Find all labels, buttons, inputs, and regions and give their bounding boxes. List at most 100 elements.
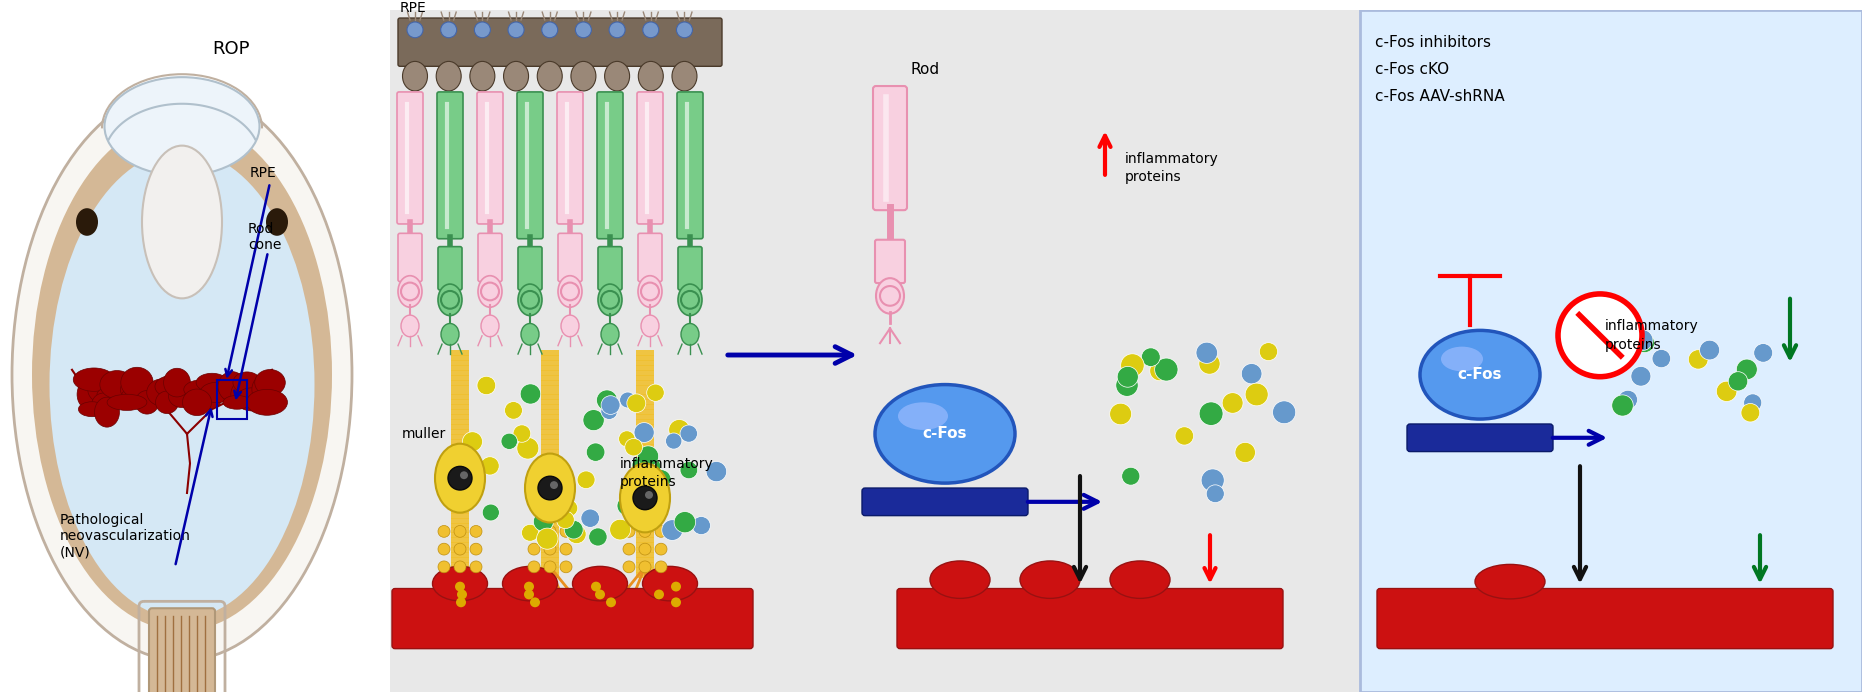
FancyBboxPatch shape bbox=[637, 518, 654, 524]
Circle shape bbox=[655, 543, 667, 555]
Circle shape bbox=[568, 525, 587, 544]
Circle shape bbox=[639, 561, 652, 573]
Circle shape bbox=[587, 443, 605, 462]
Circle shape bbox=[639, 543, 652, 555]
Circle shape bbox=[1201, 469, 1223, 491]
Ellipse shape bbox=[398, 275, 423, 307]
FancyBboxPatch shape bbox=[451, 522, 469, 529]
Circle shape bbox=[454, 543, 466, 555]
FancyBboxPatch shape bbox=[542, 409, 559, 415]
Circle shape bbox=[454, 561, 466, 573]
Text: c-Fos: c-Fos bbox=[1458, 367, 1503, 382]
Circle shape bbox=[1652, 349, 1670, 367]
Circle shape bbox=[501, 433, 518, 449]
Ellipse shape bbox=[78, 402, 106, 417]
Ellipse shape bbox=[121, 367, 153, 398]
Circle shape bbox=[601, 403, 618, 419]
Ellipse shape bbox=[518, 284, 542, 316]
Circle shape bbox=[626, 439, 642, 456]
Circle shape bbox=[1199, 354, 1220, 374]
Circle shape bbox=[1121, 354, 1143, 377]
Ellipse shape bbox=[672, 62, 696, 91]
Circle shape bbox=[469, 525, 482, 537]
Circle shape bbox=[633, 486, 657, 510]
Circle shape bbox=[480, 457, 499, 475]
Circle shape bbox=[505, 401, 523, 419]
FancyBboxPatch shape bbox=[542, 424, 559, 430]
FancyBboxPatch shape bbox=[542, 488, 559, 494]
FancyBboxPatch shape bbox=[451, 503, 469, 509]
FancyBboxPatch shape bbox=[451, 453, 469, 459]
FancyBboxPatch shape bbox=[637, 390, 654, 395]
Ellipse shape bbox=[182, 389, 212, 416]
Ellipse shape bbox=[503, 566, 557, 601]
FancyBboxPatch shape bbox=[637, 508, 654, 513]
FancyBboxPatch shape bbox=[637, 572, 654, 578]
FancyBboxPatch shape bbox=[542, 448, 559, 455]
Ellipse shape bbox=[156, 391, 179, 414]
FancyBboxPatch shape bbox=[451, 350, 469, 356]
Circle shape bbox=[508, 22, 523, 38]
FancyBboxPatch shape bbox=[637, 567, 654, 573]
FancyBboxPatch shape bbox=[518, 92, 544, 239]
FancyBboxPatch shape bbox=[149, 608, 214, 692]
Ellipse shape bbox=[1421, 330, 1540, 419]
Ellipse shape bbox=[142, 145, 222, 298]
FancyBboxPatch shape bbox=[557, 92, 583, 224]
FancyBboxPatch shape bbox=[542, 429, 559, 435]
Circle shape bbox=[588, 528, 607, 546]
FancyBboxPatch shape bbox=[451, 360, 469, 366]
FancyBboxPatch shape bbox=[637, 380, 654, 385]
FancyBboxPatch shape bbox=[451, 513, 469, 518]
Ellipse shape bbox=[196, 373, 227, 392]
FancyBboxPatch shape bbox=[678, 246, 702, 290]
FancyBboxPatch shape bbox=[542, 360, 559, 366]
Circle shape bbox=[616, 496, 637, 516]
Ellipse shape bbox=[521, 323, 538, 345]
FancyBboxPatch shape bbox=[542, 350, 559, 356]
FancyBboxPatch shape bbox=[451, 552, 469, 558]
Circle shape bbox=[624, 525, 635, 537]
Circle shape bbox=[601, 396, 620, 415]
Ellipse shape bbox=[192, 390, 222, 410]
Circle shape bbox=[1558, 294, 1642, 376]
FancyBboxPatch shape bbox=[637, 409, 654, 415]
FancyBboxPatch shape bbox=[542, 503, 559, 509]
Ellipse shape bbox=[1020, 561, 1080, 599]
FancyBboxPatch shape bbox=[598, 246, 622, 290]
Text: muller: muller bbox=[402, 427, 447, 441]
FancyBboxPatch shape bbox=[637, 448, 654, 455]
Circle shape bbox=[529, 561, 540, 573]
Circle shape bbox=[449, 466, 471, 490]
FancyBboxPatch shape bbox=[451, 439, 469, 445]
FancyBboxPatch shape bbox=[451, 365, 469, 371]
FancyBboxPatch shape bbox=[397, 92, 423, 224]
FancyBboxPatch shape bbox=[451, 390, 469, 395]
Circle shape bbox=[637, 446, 659, 466]
FancyBboxPatch shape bbox=[451, 429, 469, 435]
Circle shape bbox=[624, 543, 635, 555]
FancyBboxPatch shape bbox=[451, 419, 469, 425]
FancyBboxPatch shape bbox=[542, 557, 559, 563]
FancyBboxPatch shape bbox=[542, 518, 559, 524]
FancyBboxPatch shape bbox=[542, 522, 559, 529]
FancyBboxPatch shape bbox=[542, 464, 559, 469]
Ellipse shape bbox=[266, 208, 289, 236]
FancyBboxPatch shape bbox=[542, 375, 559, 381]
Circle shape bbox=[549, 482, 566, 499]
FancyBboxPatch shape bbox=[637, 493, 654, 499]
Circle shape bbox=[456, 590, 467, 599]
Ellipse shape bbox=[255, 370, 285, 396]
Circle shape bbox=[529, 543, 540, 555]
Circle shape bbox=[531, 597, 540, 608]
FancyBboxPatch shape bbox=[637, 434, 654, 439]
Ellipse shape bbox=[164, 368, 190, 397]
Ellipse shape bbox=[223, 395, 251, 409]
FancyBboxPatch shape bbox=[542, 527, 559, 534]
Ellipse shape bbox=[235, 388, 268, 411]
Circle shape bbox=[665, 433, 681, 449]
Circle shape bbox=[639, 456, 661, 477]
FancyBboxPatch shape bbox=[438, 92, 464, 239]
Circle shape bbox=[538, 476, 562, 500]
Circle shape bbox=[460, 471, 467, 479]
